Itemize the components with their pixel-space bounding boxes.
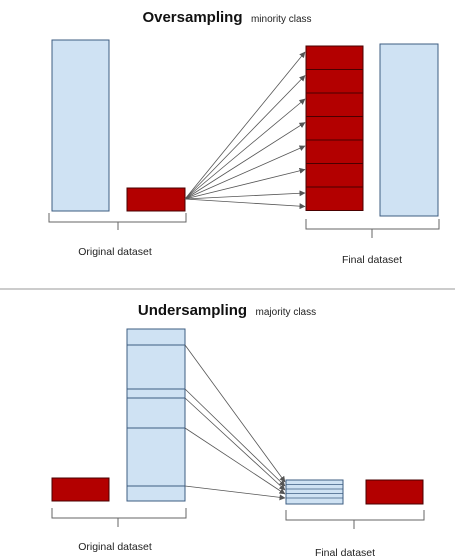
final-dataset-caption: Final dataset [342,254,402,266]
undersampling-title-rest: majority class [256,307,317,318]
undersampling-arrow [184,485,286,501]
original-bracket-bottom [51,508,187,527]
original-majority-bar-bottom [126,328,186,502]
oversampling-arrows [184,51,306,210]
undersampling-title-bold: Undersampling [138,302,247,319]
oversampling-arrow [184,145,306,200]
oversampled-minority-stack [305,45,364,211]
final-minority-bar-bottom [365,479,424,505]
undersampling-arrow [184,397,286,491]
oversampling-title: Oversampling minority class [142,9,311,26]
oversampling-arrow [184,190,306,200]
original-dataset-caption: Original dataset [78,246,152,258]
undersampling-arrow [184,427,286,495]
final-dataset-caption-bottom: Final dataset [315,547,375,559]
oversampling-arrow [184,75,306,200]
undersampling-arrows [184,344,286,501]
original-minority-bar [126,187,186,212]
oversampled-copy [305,139,364,164]
original-majority-bar [51,39,110,212]
undersampling-arrow [184,344,286,483]
final-bracket [305,219,440,238]
oversampled-copy [305,45,364,70]
oversampling-arrow [184,167,306,200]
oversampled-copy [305,116,364,141]
oversampling-title-bold: Oversampling [142,9,242,26]
oversampled-copy [305,186,364,211]
oversampled-copy [305,92,364,117]
undersampling-arrow [184,388,286,487]
final-bracket-bottom [285,510,425,529]
oversampled-copy [305,69,364,94]
undersampled-majority-bar [285,479,344,505]
oversampling-arrow [184,198,306,210]
oversampling-title-rest: minority class [251,14,312,25]
oversampling-arrow [184,51,306,200]
oversampling-arrow [184,122,306,200]
oversampling-arrow [184,98,306,200]
original-minority-bar-bottom [51,477,110,502]
undersampling-title: Undersampling majority class [138,302,316,319]
oversampled-copy [305,163,364,188]
original-bracket [48,213,187,230]
original-dataset-caption-bottom: Original dataset [78,541,152,553]
final-majority-bar [379,43,439,217]
undersampled-majority-lines [286,484,343,499]
majority-sample-lines [127,344,185,487]
